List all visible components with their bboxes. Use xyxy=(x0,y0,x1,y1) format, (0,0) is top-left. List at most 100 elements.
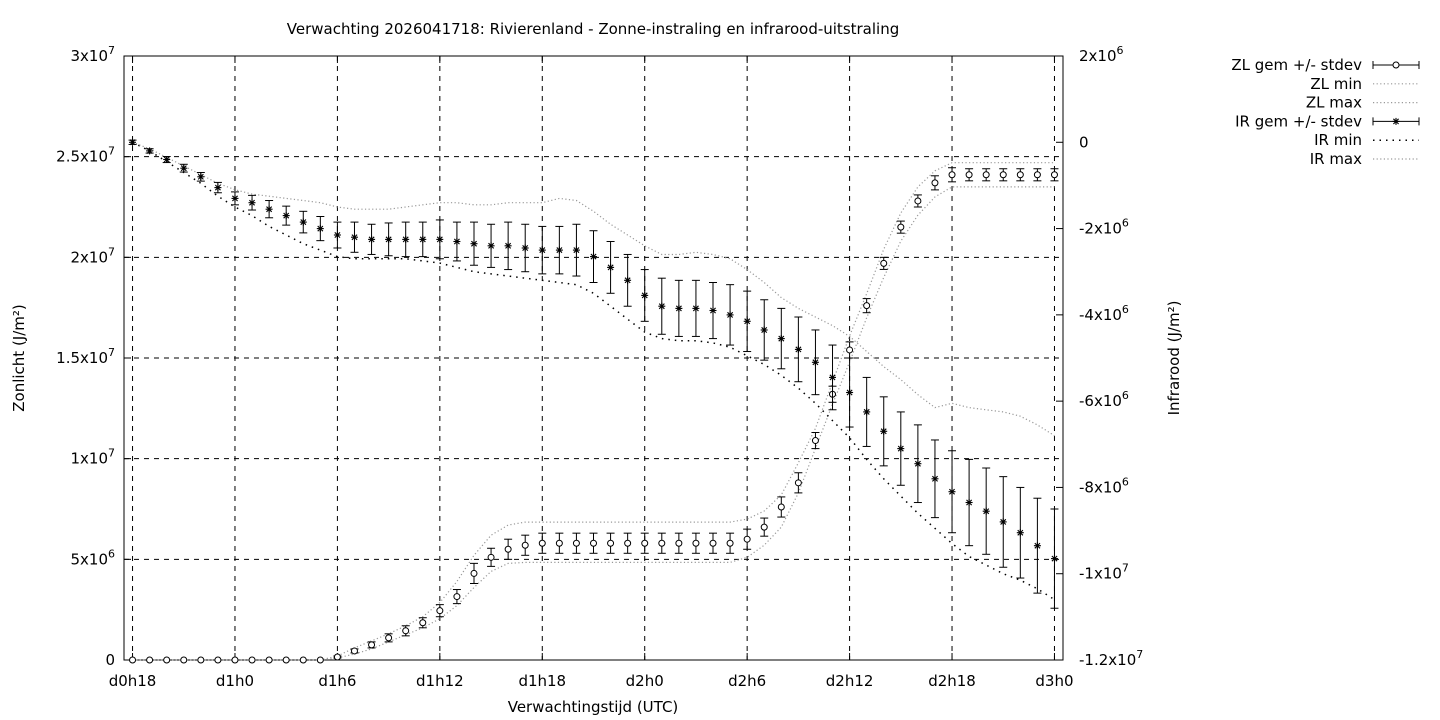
data-point xyxy=(538,539,546,547)
data-point xyxy=(282,656,290,664)
data-point xyxy=(299,656,307,664)
data-point xyxy=(999,171,1007,179)
y2-tick-label: -1.2x107 xyxy=(1079,648,1143,669)
y2-axis-label: Infrarood (J/m²) xyxy=(1165,301,1183,416)
y-tick-label: 2x107 xyxy=(70,245,115,266)
data-point xyxy=(760,523,768,531)
data-point xyxy=(197,173,205,181)
data-point xyxy=(948,488,956,496)
data-point xyxy=(624,539,632,547)
data-point xyxy=(487,553,495,561)
data-point xyxy=(231,656,239,664)
y-tick-label: 2.5x107 xyxy=(56,145,115,166)
data-point xyxy=(504,545,512,553)
data-point xyxy=(897,445,905,453)
series-line xyxy=(132,162,1055,661)
legend-label: IR gem +/- stdev xyxy=(1235,112,1362,130)
y-tick-label: 1x107 xyxy=(70,447,115,468)
data-point xyxy=(863,302,871,310)
legend-marker xyxy=(1392,117,1400,125)
data-point xyxy=(129,138,136,146)
data-point xyxy=(811,358,819,366)
data-point xyxy=(265,656,273,664)
data-point xyxy=(1033,542,1041,550)
data-point xyxy=(333,653,341,661)
data-point xyxy=(675,539,683,547)
data-point xyxy=(641,291,649,299)
data-point xyxy=(1033,171,1041,179)
data-point xyxy=(658,302,666,310)
data-point xyxy=(726,539,734,547)
data-point xyxy=(470,240,478,248)
data-point xyxy=(572,246,580,254)
data-point xyxy=(863,408,871,416)
data-point xyxy=(590,539,597,547)
data-point xyxy=(402,627,410,635)
data-point xyxy=(555,539,563,547)
x-tick-label: d2h18 xyxy=(928,672,976,690)
data-point xyxy=(1051,555,1058,563)
data-point xyxy=(316,225,324,233)
data-point xyxy=(914,197,922,205)
data-point xyxy=(777,503,785,511)
data-point xyxy=(914,460,922,468)
data-point xyxy=(350,647,358,655)
legend-label: ZL max xyxy=(1306,94,1362,112)
legend-label: ZL gem +/- stdev xyxy=(1231,56,1362,74)
data-point xyxy=(880,427,888,435)
data-point xyxy=(829,373,836,381)
data-point xyxy=(351,233,358,241)
y-tick-label: 5x106 xyxy=(70,547,115,568)
data-point xyxy=(436,607,444,615)
data-point xyxy=(709,539,717,547)
data-point xyxy=(794,479,802,487)
data-point xyxy=(931,179,939,187)
x-tick-label: d2h6 xyxy=(728,672,766,690)
data-point xyxy=(880,259,888,267)
x-tick-label: d2h12 xyxy=(826,672,874,690)
data-point xyxy=(982,507,990,515)
data-point xyxy=(965,171,973,179)
y2-tick-label: -4x106 xyxy=(1079,303,1129,324)
legend-label: ZL min xyxy=(1310,75,1362,93)
data-point xyxy=(658,539,666,547)
data-point xyxy=(316,656,324,664)
data-point xyxy=(453,593,461,601)
data-point xyxy=(641,539,649,547)
data-point xyxy=(265,205,273,213)
y-axis-label: Zonlicht (J/m²) xyxy=(10,304,28,412)
x-tick-label: d0h18 xyxy=(109,672,157,690)
data-point xyxy=(419,619,427,627)
chart-title: Verwachting 2026041718: Rivierenland - Z… xyxy=(287,20,899,38)
x-tick-label: d1h18 xyxy=(518,672,566,690)
axis-ticks: d0h18 d1h0 d1h6 d1h12 d1h18 d2h0 d2h6 d2h12 d2h1… xyxy=(56,44,1143,690)
x-tick-label: d2h0 xyxy=(626,672,664,690)
y-tick-label: 0 xyxy=(105,651,115,669)
y-tick-label: 1.5x107 xyxy=(56,346,115,367)
data-point xyxy=(897,223,905,231)
data-point xyxy=(470,569,478,577)
data-point xyxy=(726,311,734,319)
data-point xyxy=(504,242,512,250)
data-point xyxy=(624,276,632,284)
data-point xyxy=(436,235,444,243)
data-point xyxy=(214,184,222,192)
data-point xyxy=(846,346,854,354)
data-point xyxy=(453,238,461,245)
legend-marker xyxy=(1392,61,1400,69)
data-point xyxy=(282,212,290,220)
data-point xyxy=(146,147,154,155)
data-point xyxy=(948,171,956,179)
x-axis-label: Verwachtingstijd (UTC) xyxy=(508,698,679,716)
y2-tick-label: -6x106 xyxy=(1079,389,1129,410)
data-point xyxy=(129,656,137,664)
x-tick-label: d3h0 xyxy=(1035,672,1073,690)
data-point xyxy=(1016,171,1024,179)
y2-tick-label: 0 xyxy=(1079,133,1089,151)
data-point xyxy=(590,253,597,261)
series-line xyxy=(132,141,1055,437)
data-point xyxy=(368,235,376,243)
y2-tick-label: -8x106 xyxy=(1079,475,1129,496)
data-point xyxy=(521,541,529,549)
data-point xyxy=(487,242,495,250)
